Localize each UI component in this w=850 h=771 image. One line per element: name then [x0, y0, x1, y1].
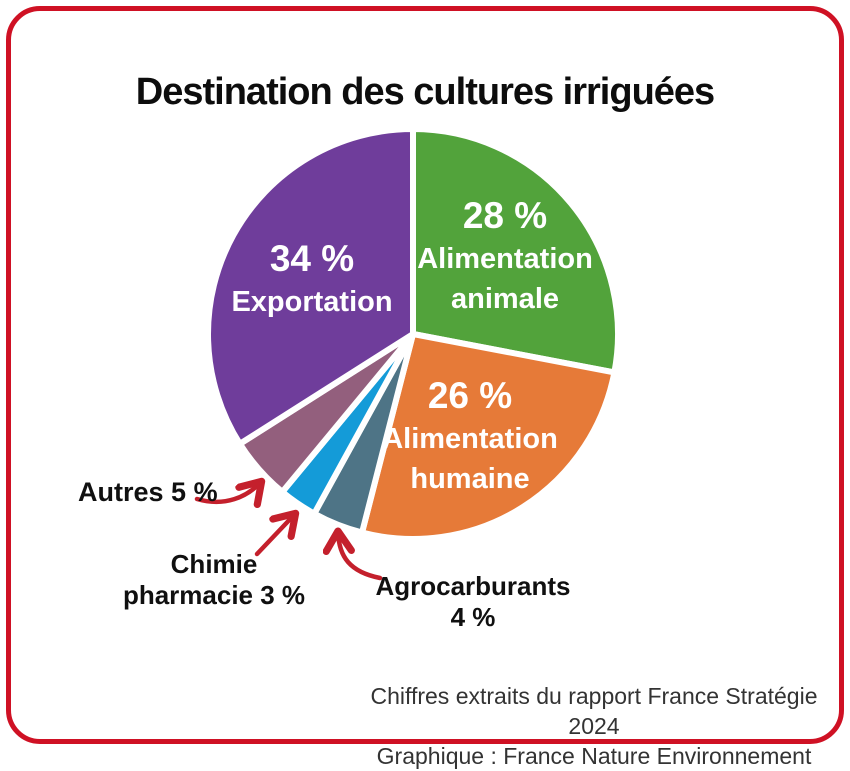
callout-line: Agrocarburants	[375, 571, 570, 602]
footer-credits: Chiffres extraits du rapport France Stra…	[366, 681, 822, 771]
slice-name: humaine	[410, 463, 530, 495]
callout-percentage: 4 %	[450, 602, 496, 632]
pie-slice-exportation	[205, 126, 416, 447]
slice-label-alimentation-humaine: 26 % Alimentation humaine	[382, 373, 558, 499]
slice-percentage: 34 %	[269, 238, 355, 279]
callout-line: Chimie	[123, 549, 305, 580]
callout-line: 4 %	[375, 602, 570, 633]
page-title: Destination des cultures irriguées	[135, 71, 715, 114]
callout-arrows-group	[194, 482, 383, 581]
slice-percentage: 26 %	[427, 375, 513, 416]
pie-slice-alimentation-humaine	[359, 331, 618, 542]
callout-autres: Autres 5 %	[78, 477, 218, 508]
footer-author-line: Graphique : France Nature Environnement	[376, 743, 812, 769]
callout-name: Agrocarburants	[375, 571, 571, 601]
slice-label-alimentation-animale: 28 % Alimentation animale	[417, 193, 593, 319]
callout-name: Autres	[78, 477, 164, 507]
callout-name: pharmacie	[122, 580, 254, 610]
callout-percentage: 3 %	[260, 580, 306, 610]
callout-line: pharmacie 3 %	[123, 580, 305, 611]
slice-label-exportation: 34 % Exportation	[231, 236, 392, 322]
slice-name: Exportation	[231, 286, 393, 318]
callout-percentage: 5 %	[171, 477, 218, 507]
pie-slice-alimentation-animale	[410, 126, 621, 376]
slice-name: animale	[451, 283, 559, 315]
callout-name: Chimie	[170, 549, 258, 579]
slice-percentage: 28 %	[462, 195, 548, 236]
pie-chart	[194, 126, 621, 581]
pie-slices-group	[205, 126, 621, 542]
callout-agrocarburants: Agrocarburants 4 %	[375, 571, 570, 633]
slice-name: Alimentation	[382, 423, 558, 455]
footer-source-line: Chiffres extraits du rapport France Stra…	[370, 683, 818, 739]
callout-arrow-chimie-pharmacie	[254, 514, 295, 557]
slice-name: Alimentation	[417, 243, 593, 275]
callout-arrow-autres	[194, 482, 261, 502]
callout-chimie-pharmacie: Chimie pharmacie 3 %	[123, 549, 305, 611]
callout-arrow-agrocarburants	[338, 532, 383, 581]
